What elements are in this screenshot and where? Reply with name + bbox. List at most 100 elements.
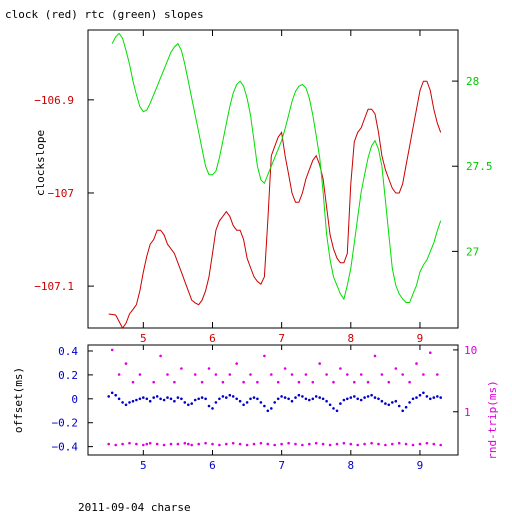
bottom-y-axis-label: offset(ms) [12,367,25,433]
scatter-point-rnd-trip [159,354,162,358]
scatter-point-rnd-trip [197,442,200,446]
scatter-point-rnd-trip [325,373,328,376]
top-y2-tick-label: 27.5 [466,160,493,173]
scatter-point-offset [436,395,439,398]
bottom-x-tick-label: 5 [140,459,147,472]
scatter-point-rnd-trip [366,380,370,384]
scatter-point-rnd-trip [314,441,318,445]
scatter-point-rnd-trip [436,373,439,376]
bottom-y2-tick-label: 1 [464,406,471,419]
scatter-point-offset [256,397,259,401]
scatter-point-rnd-trip [363,442,366,446]
scatter-point-offset [231,395,235,398]
scatter-point-rnd-trip [425,441,429,445]
scatter-point-offset [135,398,138,402]
scatter-point-offset [166,396,169,399]
scatter-point-rnd-trip [418,442,422,446]
bottom-x-tick-label: 8 [347,459,354,472]
scatter-point-rnd-trip [135,442,138,446]
scatter-point-rnd-trip [384,443,387,447]
scatter-point-offset [280,395,283,398]
scatter-point-rnd-trip [283,367,287,370]
top-y-axis-label: clockslope [34,130,47,196]
scatter-point-rnd-trip [387,380,391,384]
chart-title: clock (red) rtc (green) slopes [5,8,204,21]
scatter-point-rnd-trip [276,380,280,384]
scatter-point-offset [142,396,145,399]
scatter-point-offset [418,393,422,397]
top-axis-ticks: 5 6 7 8 9 −106.9 −107 −107.1 28 27.5 27 [34,30,493,345]
scatter-point-offset [124,403,128,407]
scatter-point-rnd-trip [152,380,155,384]
scatter-point-rnd-trip [335,442,339,446]
scatter-point-offset [373,396,377,399]
scatter-point-rnd-trip [349,442,353,446]
scatter-point-rnd-trip [280,442,283,446]
scatter-point-rnd-trip [394,367,398,370]
scatter-point-rnd-trip [321,442,325,446]
scatter-point-rnd-trip [107,442,110,446]
scatter-point-offset [117,397,121,401]
bottom-y-tick-label: 0.2 [58,369,78,382]
scatter-point-rnd-trip [131,380,135,384]
bottom-series-group [107,348,443,447]
bottom-y-tick-label: 0.4 [58,345,78,358]
bottom-axis-ticks: 5 6 7 8 9 0.4 0.2 0 −0.2 −0.4 10 1 [52,344,478,472]
scatter-point-offset [425,395,429,398]
scatter-point-rnd-trip [297,380,301,384]
scatter-point-rnd-trip [162,443,166,447]
scatter-point-offset [387,403,391,407]
scatter-point-rnd-trip [356,443,360,447]
scatter-point-rnd-trip [221,380,225,384]
scatter-point-offset [162,398,166,402]
scatter-point-rnd-trip [408,380,411,384]
scatter-point-rnd-trip [391,442,394,446]
scatter-point-offset [314,395,318,398]
scatter-point-offset [259,401,263,404]
scatter-point-offset [401,409,405,413]
scatter-point-offset [159,397,162,401]
top-panel: clockslope 5 6 7 8 9 −106.9 −107 −107.1 28 27.5 27 [34,29,493,345]
scatter-point-offset [321,397,325,401]
top-series-group [108,32,442,329]
scatter-point-offset [335,409,339,413]
bottom-y-tick-label: 0 [71,393,78,406]
scatter-point-rnd-trip [332,380,335,384]
scatter-point-rnd-trip [176,442,180,446]
scatter-point-offset [211,407,214,410]
scatter-point-offset [197,397,200,401]
scatter-point-offset [107,395,110,398]
top-x-tick-label: 8 [347,332,354,345]
scatter-point-offset [276,397,280,401]
scatter-point-offset [294,396,297,399]
scatter-point-rnd-trip [359,373,363,376]
bottom-x-tick-label: 9 [417,459,424,472]
scatter-point-rnd-trip [287,441,290,445]
top-y-tick-label: −106.9 [34,94,74,107]
scatter-point-rnd-trip [242,380,245,384]
scatter-point-offset [384,402,387,405]
bottom-plot-frame [87,344,459,456]
scatter-point-offset [169,397,173,401]
scatter-point-rnd-trip [214,373,218,376]
scatter-point-rnd-trip [235,362,238,365]
scatter-point-rnd-trip [190,443,193,447]
scatter-point-offset [359,398,363,402]
scatter-point-offset [391,401,394,404]
scatter-point-offset [270,407,273,410]
scatter-point-rnd-trip [256,380,259,384]
scatter-point-offset [346,397,349,401]
scatter-point-offset [404,405,408,409]
scatter-point-offset [242,403,245,407]
scatter-point-rnd-trip [142,443,145,447]
scatter-point-offset [180,397,183,401]
scatter-point-rnd-trip [173,380,176,384]
scatter-point-rnd-trip [145,442,149,446]
scatter-point-offset [114,393,117,397]
bottom-y2-tick-label: 10 [464,344,477,357]
scatter-point-offset [245,401,249,404]
top-y2-tick-label: 28 [466,75,479,88]
scatter-point-offset [356,397,360,401]
scatter-point-offset [249,397,252,401]
